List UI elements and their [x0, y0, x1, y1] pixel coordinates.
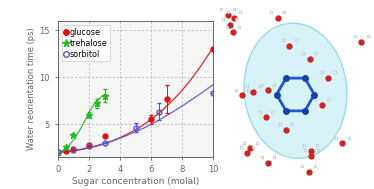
X-axis label: Sugar concentration (molal): Sugar concentration (molal) — [72, 177, 199, 186]
Y-axis label: Water reorientation time (ps): Water reorientation time (ps) — [27, 27, 36, 150]
Legend: glucose, trehalose, sorbitol: glucose, trehalose, sorbitol — [62, 25, 110, 61]
Ellipse shape — [244, 23, 347, 158]
